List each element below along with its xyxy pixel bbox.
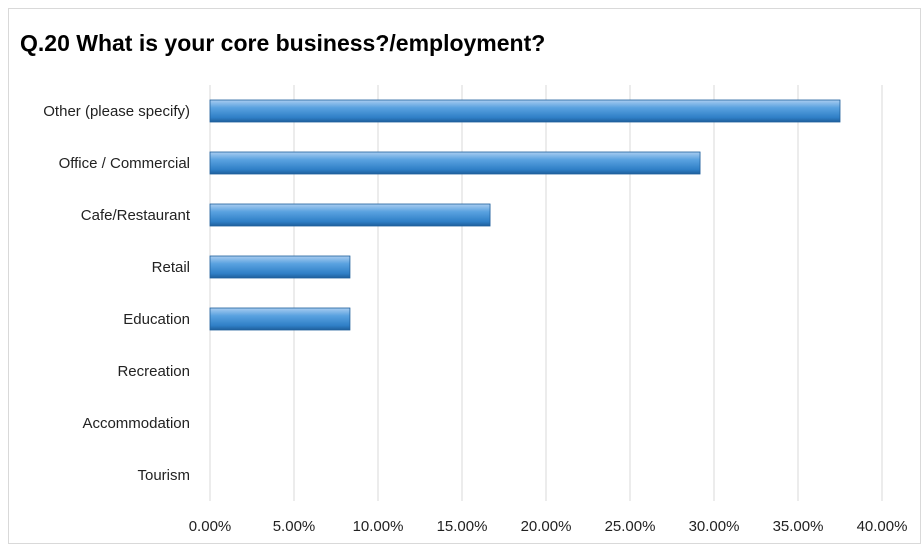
- x-tick-labels: 0.00% 5.00% 10.00% 15.00% 20.00% 25.00% 30.00%…: [189, 518, 908, 535]
- x-tick-label: 25.00%: [605, 518, 656, 535]
- chart-title: Q.20 What is your core business?/employm…: [20, 30, 546, 56]
- x-tick-label: 35.00%: [773, 518, 824, 535]
- category-label: Accommodation: [82, 415, 190, 432]
- category-label: Cafe/Restaurant: [81, 207, 191, 224]
- bar: [209, 203, 491, 227]
- gridlines: [209, 85, 883, 501]
- x-tick-label: 10.00%: [353, 518, 404, 535]
- x-tick-label: 40.00%: [857, 518, 908, 535]
- category-label: Office / Commercial: [59, 155, 190, 172]
- x-tick-label: 15.00%: [437, 518, 488, 535]
- bar: [209, 99, 841, 123]
- x-tick-label: 30.00%: [689, 518, 740, 535]
- category-label: Education: [123, 311, 190, 328]
- category-label: Other (please specify): [43, 103, 190, 120]
- x-tick-label: 20.00%: [521, 518, 572, 535]
- bar: [209, 307, 351, 331]
- bar: [209, 151, 701, 175]
- category-label: Retail: [152, 259, 190, 276]
- x-tick-label: 5.00%: [273, 518, 316, 535]
- category-labels: Other (please specify) Office / Commercia…: [43, 103, 191, 484]
- bar: [209, 255, 351, 279]
- category-label: Recreation: [117, 363, 190, 380]
- bars: [209, 99, 841, 331]
- category-label: Tourism: [137, 467, 190, 484]
- x-tick-label: 0.00%: [189, 518, 232, 535]
- chart-frame: [8, 8, 921, 544]
